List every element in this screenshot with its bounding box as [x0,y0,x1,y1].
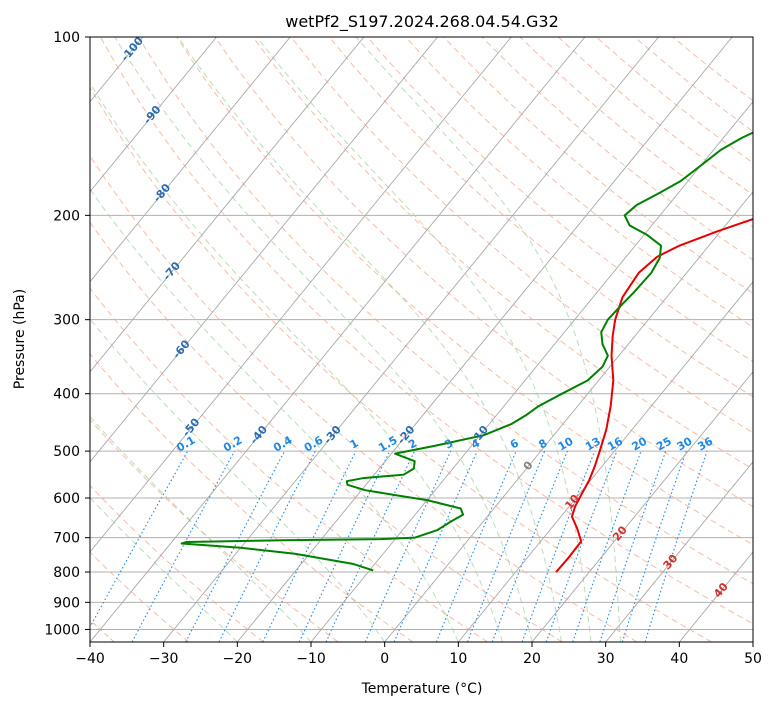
y-tick-label: 1000 [44,622,80,638]
x-tick-label: −40 [75,651,105,667]
moist-adiabat [256,37,592,642]
mixing-ratio-line [262,450,357,642]
mixing-ratio-line [364,450,452,642]
isotherm-line [0,37,69,642]
mixing-ratio-lines [90,450,708,642]
profile-series [180,131,753,573]
plot-frame [89,36,754,643]
dry-adiabat [99,37,753,625]
mixing-ratio-line [545,450,618,642]
mixing-ratio-line [599,450,667,642]
moist-adiabat [90,318,386,642]
dry-adiabat [90,221,563,642]
mixing-ratio-line [218,450,316,642]
x-tick-label: −30 [149,651,179,667]
dry-adiabat [290,37,753,434]
dry-adiabat [138,37,753,585]
moist-adiabat [90,82,504,642]
temperature-profile-line [555,217,753,573]
dry-adiabat [90,154,638,642]
y-tick-label: 800 [53,565,80,581]
pressure-gridlines [90,37,753,630]
mixing-ratio-line [644,450,708,642]
y-tick-label: 600 [53,491,80,507]
x-tick-label: 40 [670,651,688,667]
isotherm-line [90,37,291,283]
mixing-ratio-labels: 0.1 0.2 0.4 0.6 1 1.5 2 3 4 6 8 10 13 16 20 25 30 36 [174,433,715,454]
dewpoint-profile-line [180,131,753,572]
mixing-ratio-line [621,450,687,642]
x-tick-label: −10 [296,651,326,667]
dry-adiabat [252,37,753,470]
y-axis-label: Pressure (hPa) [12,289,28,389]
moist-adiabat [355,37,621,642]
isotherm-line [90,37,365,373]
dry-adiabat [90,287,488,642]
chart-title: wetPf2_S197.2024.268.04.54.G32 [285,12,559,32]
isotherm-line [457,281,753,642]
dry-adiabat [90,418,339,642]
moist-adiabats [90,37,621,642]
moist-adiabat [177,37,562,642]
x-tick-label: 30 [597,651,615,667]
x-tick-label: 20 [523,651,541,667]
y-tick-label: 900 [53,595,80,611]
isotherm-line [310,100,753,642]
isotherm-line [90,37,438,463]
isotherm-line [605,461,753,642]
y-tick-label: 400 [53,387,80,403]
mixing-ratio-line [435,450,517,642]
mixing-ratio-line [90,450,189,629]
y-tick-label: 100 [53,30,80,46]
dry-adiabat [214,37,753,508]
y-tick-label: 200 [53,208,80,224]
y-tick-label: 700 [53,531,80,547]
dry-adiabat [90,86,712,642]
mixing-ratio-line [393,450,478,642]
mixing-ratio-line [131,450,236,642]
x-tick-label: −20 [223,651,253,667]
dry-adiabat [90,551,190,642]
dry-adiabat [90,484,264,642]
moist-adiabat [90,497,238,642]
x-tick-label: 10 [449,651,467,667]
isotherm-line [384,191,753,642]
x-tick-label: 50 [744,651,762,667]
isotherm-line [90,37,586,642]
mixing-ratio-line [466,450,546,642]
moist-adiabat [114,37,533,642]
x-tick-label: 0 [380,651,389,667]
isotherm-line [531,371,753,642]
dry-adiabat [90,353,414,642]
mixing-ratio-line [572,450,642,642]
dry-adiabat [443,37,753,294]
dry-adiabat [328,37,753,398]
isotherm-line [90,37,512,553]
y-tick-label: 300 [53,313,80,329]
plot-background [90,37,753,642]
isotherm-line [752,641,753,642]
x-axis: −40 −30 −20 −10 0 10 20 30 40 50 [75,642,762,667]
mixing-ratio-line [491,450,568,642]
x-axis-label: Temperature (°C) [361,681,483,697]
y-tick-label: 500 [53,444,80,460]
isotherm-line [90,37,217,193]
y-axis: 1000 900 800 700 600 500 400 300 200 100 [44,30,90,638]
mixing-ratio-line [521,450,596,642]
isotherm-line [236,37,733,642]
